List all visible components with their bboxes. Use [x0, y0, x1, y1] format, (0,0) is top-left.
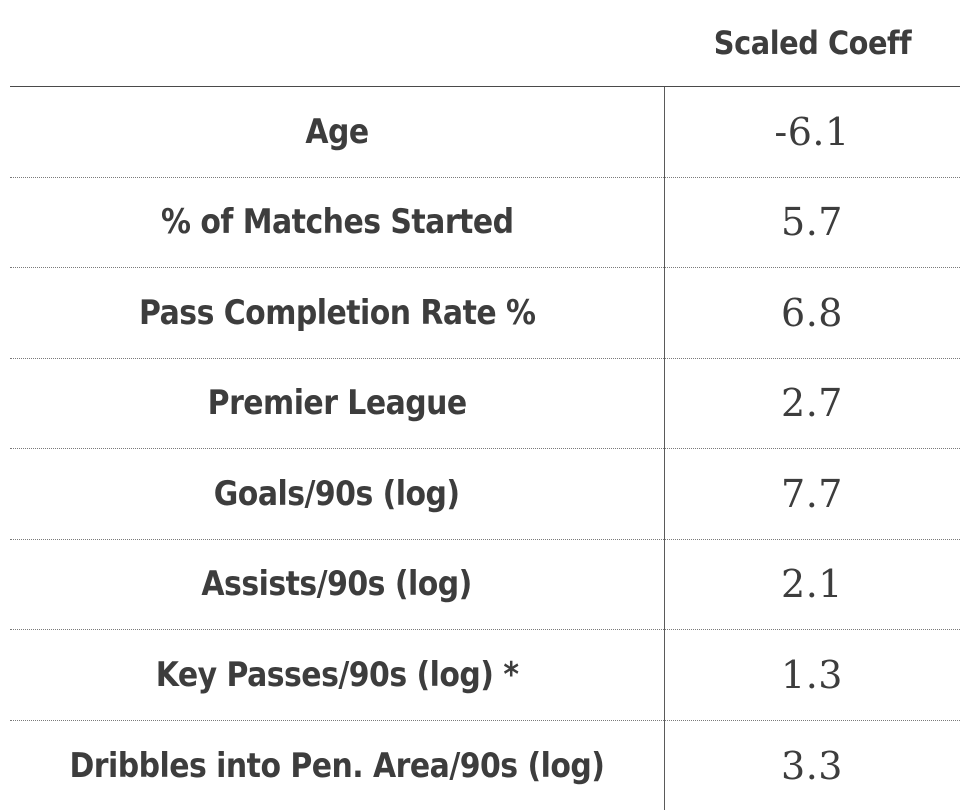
- row-label: % of Matches Started: [10, 178, 664, 268]
- row-value: 6.8: [664, 268, 960, 358]
- row-label: Key Passes/90s (log) *: [10, 630, 664, 720]
- row-label: Premier League: [10, 359, 664, 449]
- row-label: Age: [10, 87, 664, 177]
- table-header-row: Scaled Coeff: [10, 0, 960, 87]
- table-row: Age -6.1: [10, 87, 960, 178]
- row-label: Pass Completion Rate %: [10, 268, 664, 358]
- row-value: -6.1: [664, 87, 960, 177]
- coefficient-table: Scaled Coeff Age -6.1 % of Matches Start…: [10, 0, 960, 810]
- row-label: Dribbles into Pen. Area/90s (log): [10, 721, 664, 811]
- row-value: 2.1: [664, 540, 960, 630]
- table-row: Key Passes/90s (log) * 1.3: [10, 630, 960, 721]
- row-label: Assists/90s (log): [10, 540, 664, 630]
- table-body: Age -6.1 % of Matches Started 5.7 Pass C…: [10, 87, 960, 811]
- table-row: Pass Completion Rate % 6.8: [10, 268, 960, 359]
- row-value: 1.3: [664, 630, 960, 720]
- row-value: 3.3: [664, 721, 960, 811]
- table-row: Dribbles into Pen. Area/90s (log) 3.3: [10, 721, 960, 811]
- table-row: Assists/90s (log) 2.1: [10, 540, 960, 631]
- row-value: 2.7: [664, 359, 960, 449]
- table-row: Premier League 2.7: [10, 359, 960, 450]
- table-row: Goals/90s (log) 7.7: [10, 449, 960, 540]
- table-row: % of Matches Started 5.7: [10, 178, 960, 269]
- row-value: 7.7: [664, 449, 960, 539]
- row-value: 5.7: [664, 178, 960, 268]
- header-scaled-coeff: Scaled Coeff: [680, 0, 946, 86]
- row-label: Goals/90s (log): [10, 449, 664, 539]
